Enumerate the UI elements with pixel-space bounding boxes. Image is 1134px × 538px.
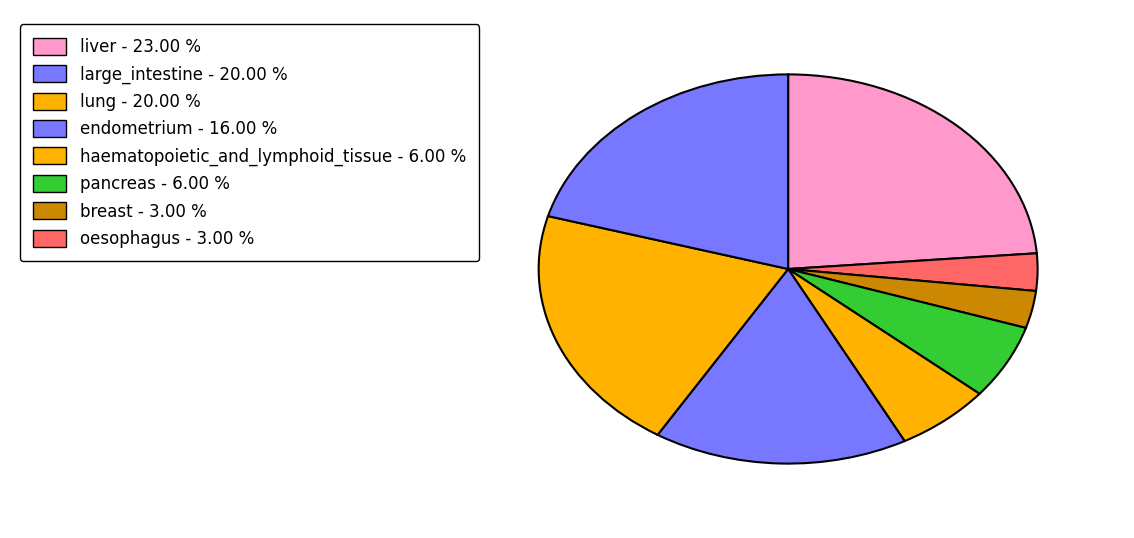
Wedge shape [548,74,788,269]
Wedge shape [788,253,1038,291]
Wedge shape [788,74,1036,269]
Wedge shape [788,269,1026,394]
Wedge shape [658,269,905,464]
Wedge shape [788,269,980,441]
Wedge shape [788,269,1036,328]
Legend: liver - 23.00 %, large_intestine - 20.00 %, lung - 20.00 %, endometrium - 16.00 : liver - 23.00 %, large_intestine - 20.00… [19,24,480,261]
Wedge shape [539,216,788,435]
